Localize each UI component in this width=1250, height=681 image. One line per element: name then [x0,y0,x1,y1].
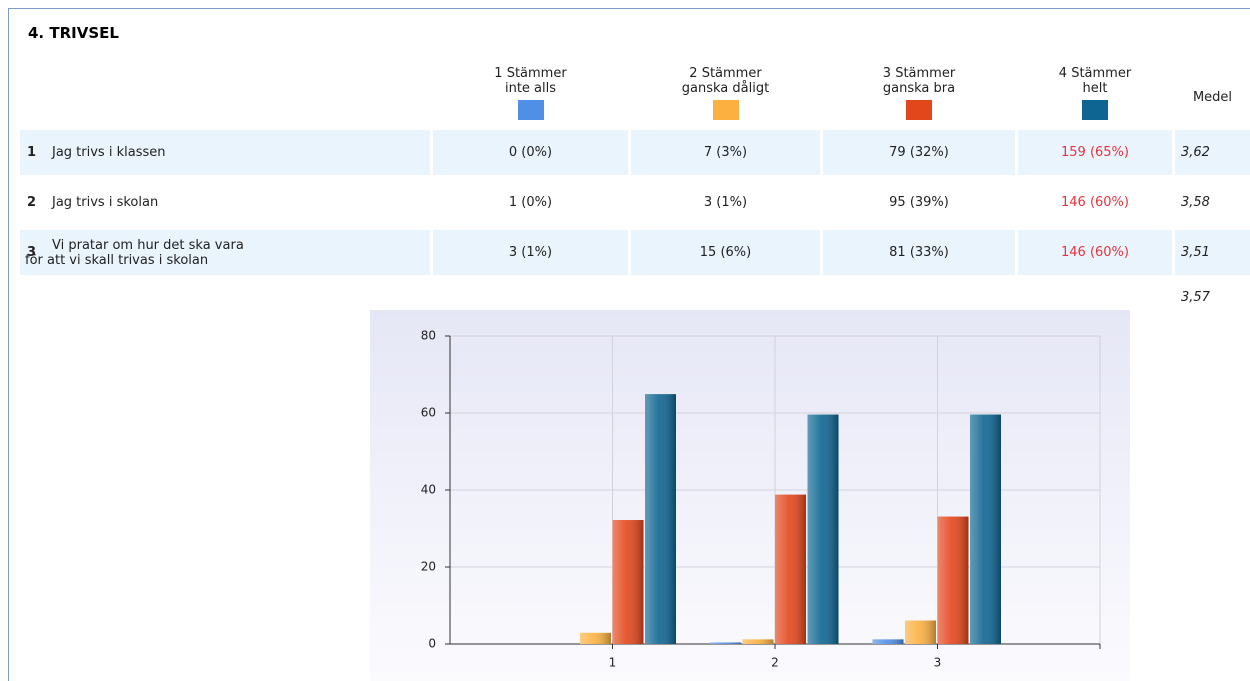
bar-shading [742,639,774,644]
row-mean: 3,62 [1181,145,1210,160]
cell-bg [1175,180,1250,225]
column-header: 4 Stämmer helt [1058,66,1132,96]
section-title: 4. TRIVSEL [28,24,119,42]
bar-shading [872,639,904,644]
row-number: 1 [27,145,37,160]
bar-shading [645,394,676,644]
cell-bg [1175,230,1250,275]
column-header: 1 Stämmer inte alls [494,66,567,96]
cell-bg [1018,230,1172,275]
answer-count: 79 (32%) [889,145,949,160]
answer-count: 81 (33%) [889,245,949,260]
legend-swatch [712,100,739,120]
cell-bg [20,180,430,225]
cell-bg [20,130,430,175]
frame [8,8,1250,681]
cell-bg [20,230,430,275]
answer-count: 95 (39%) [889,195,949,210]
y-tick-label: 0 [428,637,436,651]
cell-bg [1018,130,1172,175]
cell-bg [1018,180,1172,225]
cell-bg [433,180,628,225]
bar-shading [905,620,936,644]
question: Jag trivs i klassen [52,145,166,160]
x-tick-label: 1 [609,656,617,670]
bar-shading [970,414,1001,644]
bar-shading [580,632,611,644]
answer-count: 7 (3%) [703,145,748,160]
bar-shading [775,494,806,644]
column-header: 3 Stämmer ganska bra [882,66,956,96]
legend-swatch [1082,100,1108,120]
answer-count: 3 (1%) [508,245,553,260]
cell-bg [433,230,628,275]
question: Vi pratar om hur det ska vara för att vi… [25,237,244,268]
bar-shading [612,520,644,644]
chart: 0 20 40 60 80 1 2 3 [370,310,1130,681]
y-tick-label: 60 [421,406,436,420]
bar-shading [710,642,741,644]
bar-shading [807,414,839,644]
y-tick-label: 20 [421,560,436,574]
cell-bg [631,130,820,175]
cell-bg [823,230,1015,275]
row-number: 3 [27,245,37,260]
y-tick-label: 80 [421,329,436,343]
total-mean: 3,57 [1181,289,1210,305]
bar-shading [937,516,969,644]
x-tick-label: 2 [771,656,779,670]
answer-count: 0 (0%) [508,145,553,160]
chart-background [370,310,1130,681]
legend-swatch [517,100,544,120]
answer-count: 146 (60%) [1061,195,1129,210]
cell-bg [631,230,820,275]
cell-bg [823,130,1015,175]
column-header: 2 Stämmer ganska dåligt [681,66,770,96]
answer-count: 15 (6%) [699,245,752,260]
mean-header: Medel [1192,90,1233,105]
question: Jag trivs i skolan [52,195,159,210]
y-tick-label: 40 [421,483,436,497]
cell-bg [823,180,1015,225]
cell-bg [631,180,820,225]
answer-count: 159 (65%) [1061,145,1129,160]
legend-swatch [906,100,932,120]
answer-count: 3 (1%) [703,195,748,210]
row-mean: 3,58 [1181,195,1210,210]
row-number: 2 [27,195,37,210]
answer-count: 146 (60%) [1061,245,1129,260]
row-mean: 3,51 [1181,245,1210,260]
answer-count: 1 (0%) [508,195,553,210]
x-tick-label: 3 [934,656,942,670]
cell-bg [1175,130,1250,175]
cell-bg [433,130,628,175]
